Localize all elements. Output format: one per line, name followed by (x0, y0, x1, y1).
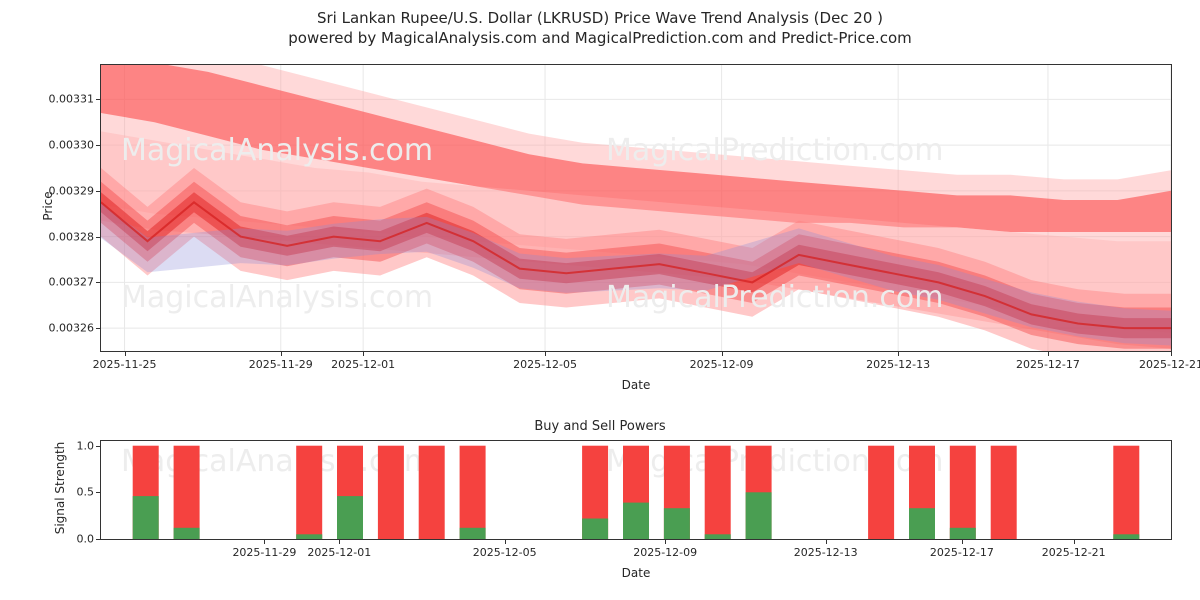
watermark-left-top: MagicalAnalysis.com (121, 133, 433, 168)
upper-xtick-label: 2025-11-29 (248, 358, 313, 371)
lower-xtick-mark (504, 540, 506, 544)
upper-xtick-label: 2025-12-05 (513, 358, 578, 371)
upper-xtick-mark (124, 352, 126, 356)
watermark-right-top: MagicalPrediction.com (606, 133, 944, 168)
upper-ytick-label: 0.00329 (48, 184, 95, 198)
upper-xtick-label: 2025-12-13 (866, 358, 931, 371)
lower-xtick-label: 2025-12-05 (472, 546, 537, 559)
upper-ytick-mark (96, 236, 100, 238)
upper-ytick-mark (96, 145, 100, 147)
lower-xtick-mark (665, 540, 667, 544)
lower-xtick-mark (339, 540, 341, 544)
lower-xtick-mark (825, 540, 827, 544)
watermark-right-bottom: MagicalPrediction.com (606, 280, 944, 315)
upper-xtick-label: 2025-12-09 (689, 358, 754, 371)
lower-xtick-mark (1073, 540, 1075, 544)
upper-xtick-mark (363, 352, 365, 356)
lower-y-axis-label: Signal Strength (53, 441, 67, 535)
upper-ytick-mark (96, 99, 100, 101)
lower-xtick-label: 2025-11-29 (232, 546, 297, 559)
title-line-1: Sri Lankan Rupee/U.S. Dollar (LKRUSD) Pr… (316, 9, 884, 27)
lower-xtick-label: 2025-12-13 (793, 546, 858, 559)
upper-ytick-mark (96, 328, 100, 330)
upper-xtick-mark (545, 352, 547, 356)
upper-y-axis-label: Price (41, 191, 55, 221)
lower-ytick-mark (96, 445, 100, 447)
lower-x-axis-label: Date (621, 566, 651, 580)
upper-xtick-mark (280, 352, 282, 356)
upper-ytick-label: 0.00331 (48, 92, 95, 106)
upper-xtick-mark (721, 352, 723, 356)
lower-xtick-mark (264, 540, 266, 544)
upper-ytick-label: 0.00330 (48, 138, 95, 152)
lower-xtick-label: 2025-12-17 (929, 546, 994, 559)
lower-ytick-label: 1.0 (76, 439, 95, 453)
page-title: Sri Lankan Rupee/U.S. Dollar (LKRUSD) Pr… (0, 8, 1200, 48)
lower-ytick-mark (96, 492, 100, 494)
upper-ytick-mark (96, 282, 100, 284)
lower-ytick-label: 0.0 (76, 532, 95, 546)
lower-ytick-label: 0.5 (76, 485, 95, 499)
upper-xtick-label: 2025-12-01 (331, 358, 396, 371)
upper-xtick-mark (1171, 352, 1172, 356)
lower-xtick-mark (961, 540, 963, 544)
buy-sell-powers-title: Buy and Sell Powers (534, 419, 666, 434)
buy-sell-powers-chart: MagicalPrediction.com MagicalAnalysis.com (100, 440, 1172, 540)
price-wave-chart: MagicalAnalysis.com MagicalPrediction.com… (100, 64, 1172, 352)
upper-ytick-mark (96, 190, 100, 192)
upper-ytick-label: 0.00326 (48, 321, 95, 335)
lower-xtick-label: 2025-12-09 (633, 546, 698, 559)
lower-xtick-label: 2025-12-01 (307, 546, 372, 559)
upper-xtick-mark (1047, 352, 1049, 356)
upper-xtick-label: 2025-12-21 (1139, 358, 1200, 371)
upper-ytick-label: 0.00328 (48, 230, 95, 244)
upper-x-axis-label: Date (621, 378, 651, 392)
upper-xtick-label: 2025-12-17 (1015, 358, 1080, 371)
title-line-2: powered by MagicalAnalysis.com and Magic… (288, 29, 912, 47)
upper-xtick-mark (898, 352, 900, 356)
upper-xtick-label: 2025-11-25 (92, 358, 157, 371)
lower-xtick-label: 2025-12-21 (1041, 546, 1106, 559)
watermark-left-bottom: MagicalAnalysis.com (121, 280, 433, 315)
price-wave-plot: MagicalAnalysis.com MagicalPrediction.com… (101, 65, 1171, 351)
lower-ytick-mark (96, 539, 100, 540)
upper-ytick-label: 0.00327 (48, 275, 95, 289)
